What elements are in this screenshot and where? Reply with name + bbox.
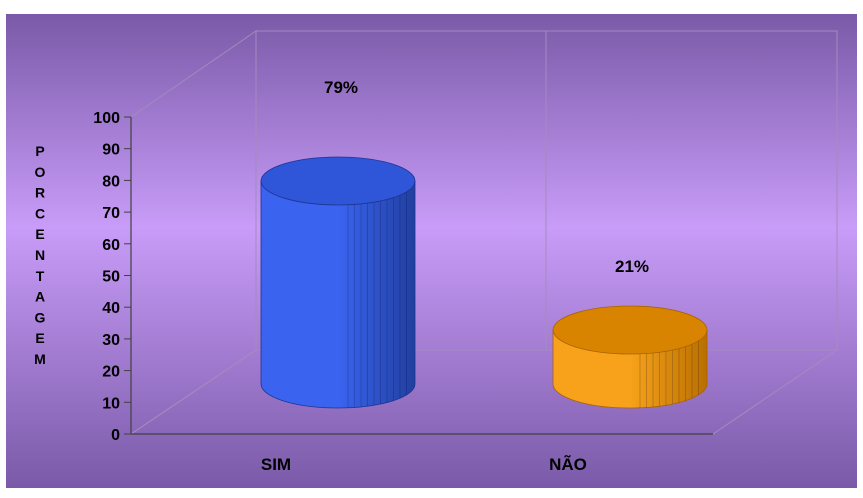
x-tick-label: NÃO	[549, 454, 587, 474]
bar-body	[260, 180, 416, 409]
bars	[260, 156, 708, 409]
data-label: 21%	[615, 257, 649, 276]
y-tick-label: 60	[102, 237, 120, 254]
y-tick-label: 20	[102, 364, 120, 381]
bar-sim	[260, 156, 416, 409]
x-tick-label: SIM	[261, 455, 291, 474]
y-tick-label: 80	[102, 173, 120, 190]
y-tick-label: 100	[93, 110, 120, 127]
y-tick-label: 90	[102, 142, 120, 159]
chart-background	[6, 14, 857, 488]
y-tick-label: 0	[111, 427, 120, 444]
y-tick-label: 70	[102, 205, 120, 222]
data-labels: 79% 21%	[324, 78, 649, 276]
y-ticks: 0 10 20 30 40 50 60 70 80 90 100	[93, 110, 131, 444]
x-labels: SIM NÃO	[261, 454, 587, 474]
bar-top	[552, 305, 708, 355]
y-tick-label: 40	[102, 300, 120, 317]
y-tick-label: 30	[102, 332, 120, 349]
y-tick-label: 10	[102, 395, 120, 412]
bar-não	[552, 305, 708, 409]
bar-top	[260, 156, 416, 206]
data-label: 79%	[324, 78, 358, 97]
y-tick-label: 50	[102, 269, 120, 286]
